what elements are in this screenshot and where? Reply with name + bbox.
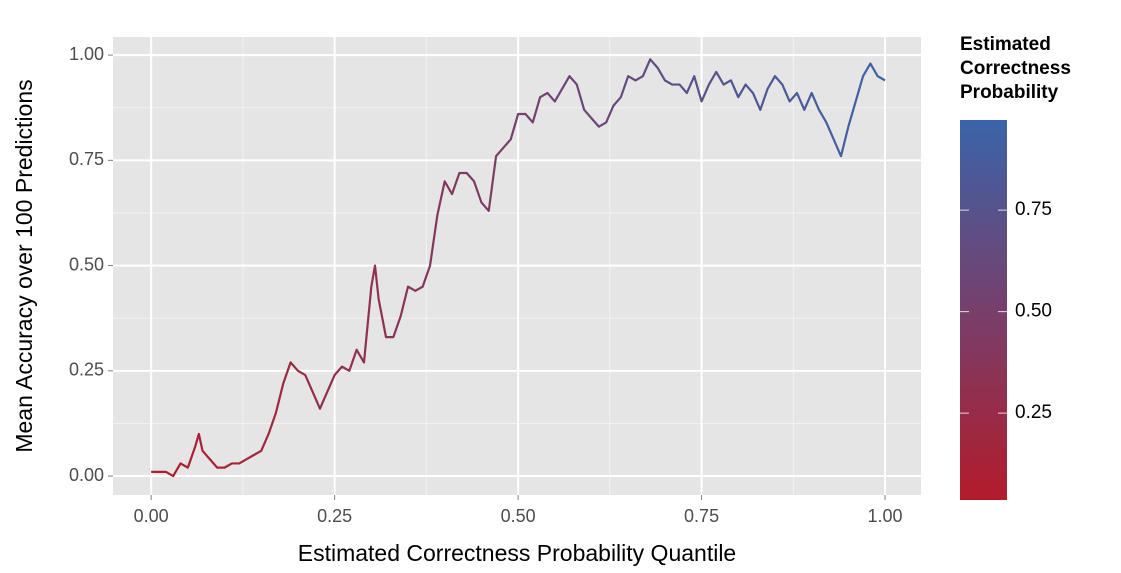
colorbar-tick-label: 0.50	[1015, 301, 1052, 322]
x-axis-title: Estimated Correctness Probability Quanti…	[298, 540, 736, 566]
colorbar	[960, 120, 1007, 500]
data-line	[151, 58, 886, 478]
y-tick-label: 1.00	[69, 44, 104, 64]
x-tick-label: 0.25	[317, 506, 352, 526]
y-tick-label: 0.00	[69, 465, 104, 485]
x-tick-label: 0.00	[134, 506, 169, 526]
y-tick-label: 0.50	[69, 254, 104, 274]
y-tick-label: 0.75	[69, 149, 104, 169]
x-tick-label: 0.75	[684, 506, 719, 526]
colorbar-tick-label: 0.25	[1015, 402, 1052, 423]
y-axis-title: Mean Accuracy over 100 Predictions	[11, 79, 37, 452]
x-tick-label: 0.50	[501, 506, 536, 526]
legend-title: Estimated Correctness Probability	[960, 34, 1071, 103]
y-tick-label: 0.25	[69, 360, 104, 380]
colorbar-tick-label: 0.75	[1015, 199, 1052, 220]
x-tick-label: 1.00	[868, 506, 903, 526]
